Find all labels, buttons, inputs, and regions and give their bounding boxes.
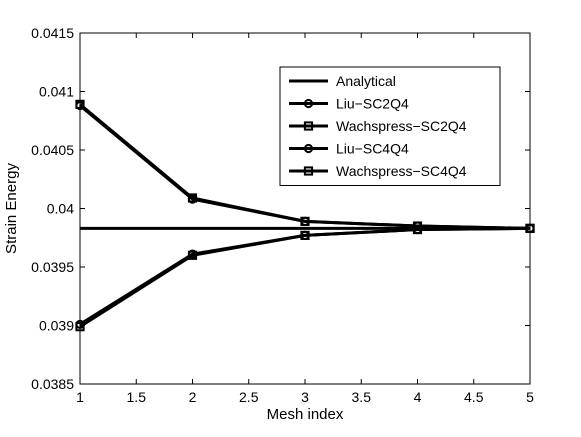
x-tick-label: 3.5: [352, 389, 372, 405]
x-tick-label: 5: [526, 389, 534, 405]
data-series: [75, 99, 535, 332]
x-tick-label: 3: [301, 389, 309, 405]
data-point: [187, 250, 198, 260]
data-point: [75, 322, 85, 332]
data-point: [300, 216, 310, 226]
y-tick-label: 0.039: [39, 318, 74, 334]
series-line: [79, 226, 531, 328]
data-point: [525, 223, 535, 233]
series-4: [75, 223, 535, 332]
x-axis-label: Mesh index: [267, 406, 344, 423]
data-point: [300, 230, 310, 241]
y-tick-label: 0.04: [47, 201, 74, 217]
legend-label: Analytical: [336, 73, 396, 89]
x-tick-label: 1.5: [127, 389, 147, 405]
y-tick-label: 0.0405: [31, 142, 74, 158]
y-tick-label: 0.0415: [31, 25, 74, 41]
axis-ticks: 1 1.5 2 2.5 3 3.5 4 4.5 5 0.0385 0.039 0.0395 0.04 0.…: [31, 25, 534, 405]
x-tick-label: 2: [189, 389, 197, 405]
legend: Analytical Liu−SC2Q4 Wachspress−SC2Q4 Liu−S…: [279, 66, 501, 186]
legend-label: Liu−SC2Q4: [336, 96, 409, 112]
data-point: [75, 99, 85, 109]
x-tick-label: 1: [76, 389, 84, 405]
data-point: [187, 193, 198, 203]
x-tick-label: 4: [414, 389, 422, 405]
y-tick-label: 0.0395: [31, 259, 74, 275]
legend-label: Liu−SC4Q4: [336, 141, 409, 157]
x-tick-label: 4.5: [464, 389, 484, 405]
legend-label: Wachspress−SC4Q4: [336, 163, 467, 179]
data-point: [412, 224, 423, 235]
series-line: [79, 103, 531, 230]
legend-marker: [303, 143, 314, 154]
y-tick-label: 0.041: [39, 84, 74, 100]
y-axis-label: Strain Energy: [3, 163, 20, 254]
legend-marker: [303, 121, 314, 131]
x-tick-label: 2.5: [239, 389, 259, 405]
legend-marker: [303, 166, 314, 176]
legend-marker: [303, 98, 314, 109]
y-tick-label: 0.0385: [31, 376, 74, 392]
legend-label: Wachspress−SC2Q4: [336, 118, 467, 134]
